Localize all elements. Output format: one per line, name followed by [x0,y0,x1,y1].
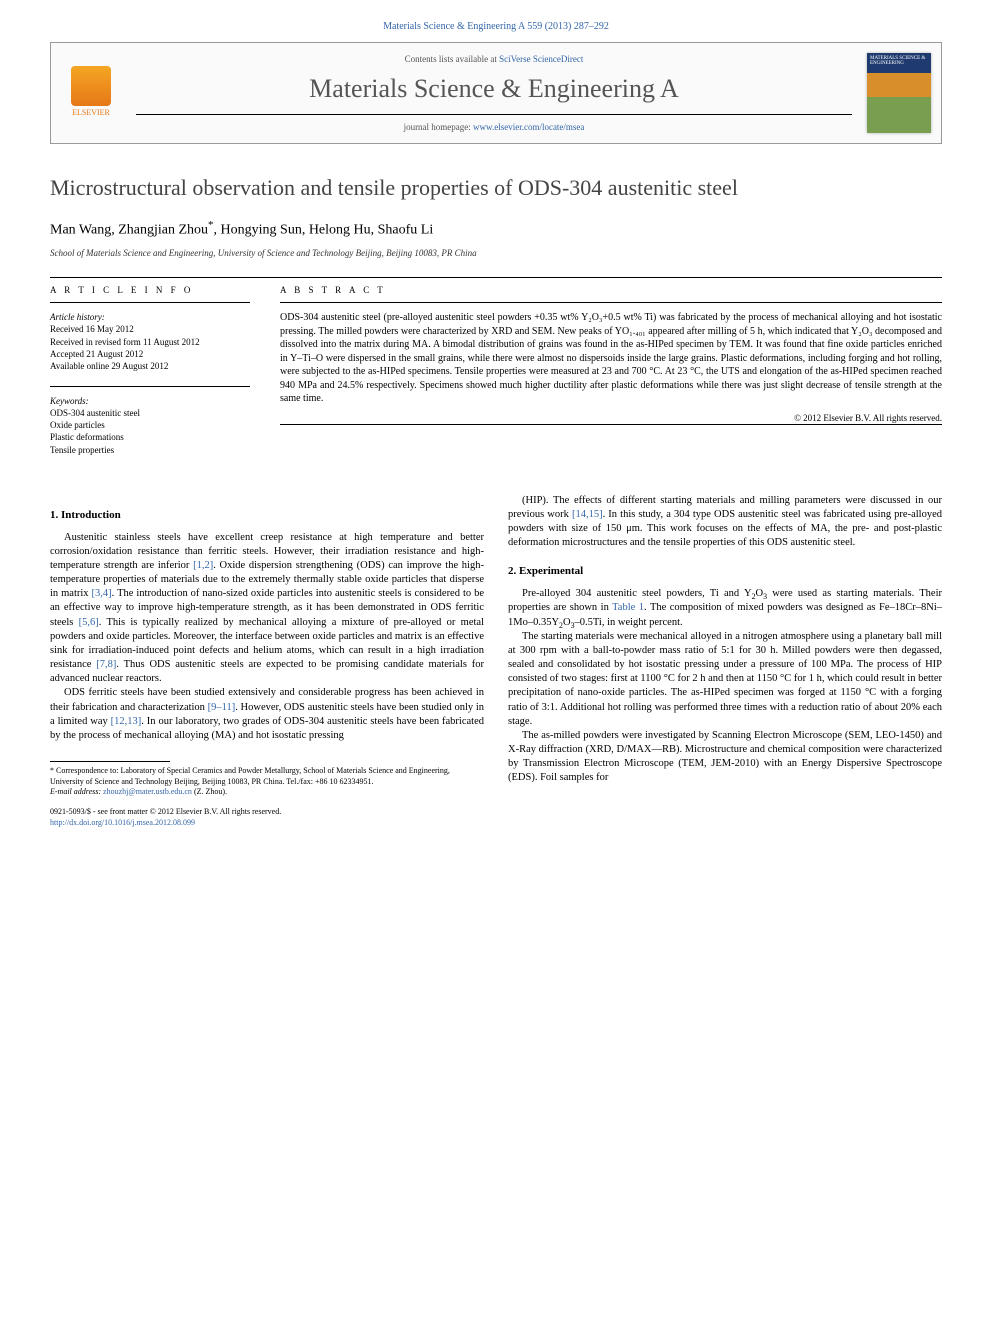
history-revised: Received in revised form 11 August 2012 [50,336,250,348]
abstract-divider-bottom [280,424,942,425]
header-center: Contents lists available at SciVerse Sci… [136,53,852,133]
article-info-column: a r t i c l e i n f o Article history: R… [50,284,250,470]
exp-paragraph-3: The as-milled powders were investigated … [508,729,942,786]
article-body: 1. Introduction Austenitic stainless ste… [50,494,942,829]
correspondence-footnote: * Correspondence to: Laboratory of Speci… [50,766,484,787]
email-link[interactable]: zhouzhj@mater.ustb.edu.cn [103,787,192,796]
table-link[interactable]: Table 1 [612,602,644,613]
email-label: E-mail address: [50,787,103,796]
doi-block: 0921-5093/$ - see front matter © 2012 El… [50,807,484,829]
intro-paragraph-2: ODS ferritic steels have been studied ex… [50,686,484,743]
journal-reference: Materials Science & Engineering A 559 (2… [50,20,942,34]
affiliation: School of Materials Science and Engineer… [50,247,942,259]
history-received: Received 16 May 2012 [50,323,250,335]
history-label: Article history: [50,311,250,323]
abstract-column: a b s t r a c t ODS-304 austenitic steel… [280,284,942,470]
exp-paragraph-2: The starting materials were mechanical a… [508,630,942,729]
journal-name: Materials Science & Engineering A [136,71,852,106]
email-footnote: E-mail address: zhouzhj@mater.ustb.edu.c… [50,787,484,797]
ref-link[interactable]: [14,15] [572,509,603,520]
ref-link[interactable]: [3,4] [92,588,112,599]
history-online: Available online 29 August 2012 [50,360,250,372]
experimental-heading: 2. Experimental [508,564,942,579]
elsevier-logo: ELSEVIER [61,60,121,125]
keywords-block: Keywords: ODS-304 austenitic steel Oxide… [50,395,250,456]
doi-prefix-link[interactable]: http://dx.doi.org/ [50,818,104,827]
email-suffix: (Z. Zhou). [192,787,227,796]
homepage-link[interactable]: www.elsevier.com/locate/msea [473,122,584,132]
footnote-separator [50,761,170,762]
abstract-label: a b s t r a c t [280,284,942,296]
ref-link[interactable]: [7,8] [96,659,116,670]
exp-paragraph-1: Pre-alloyed 304 austenitic steel powders… [508,587,942,630]
abstract-copyright: © 2012 Elsevier B.V. All rights reserved… [280,412,942,424]
doi-line2: http://dx.doi.org/10.1016/j.msea.2012.08… [50,818,484,829]
authors-part2: , Hongying Sun, Helong Hu, Shaofu Li [214,223,434,238]
sciencedirect-link[interactable]: SciVerse ScienceDirect [499,54,583,64]
journal-header: ELSEVIER Contents lists available at Sci… [50,42,942,144]
contents-prefix: Contents lists available at [405,54,499,64]
contents-lists-line: Contents lists available at SciVerse Sci… [136,53,852,65]
top-divider [50,277,942,278]
doi-line1: 0921-5093/$ - see front matter © 2012 El… [50,807,484,818]
info-abstract-row: a r t i c l e i n f o Article history: R… [50,284,942,470]
abstract-text: ODS-304 austenitic steel (pre-alloyed au… [280,311,942,406]
info-divider [50,302,250,303]
doi-link[interactable]: 10.1016/j.msea.2012.08.099 [104,818,195,827]
article-info-label: a r t i c l e i n f o [50,284,250,296]
ref-link[interactable]: [5,6] [79,617,99,628]
journal-cover-thumbnail [867,53,931,133]
elsevier-tree-icon [71,66,111,106]
homepage-line: journal homepage: www.elsevier.com/locat… [136,121,852,133]
article-history: Article history: Received 16 May 2012 Re… [50,311,250,372]
keyword-item: Tensile properties [50,444,250,456]
abstract-divider-top [280,302,942,303]
homepage-prefix: journal homepage: [404,122,473,132]
header-divider [136,114,852,115]
ref-link[interactable]: [9–11] [208,702,236,713]
authors-part1: Man Wang, Zhangjian Zhou [50,223,208,238]
authors-list: Man Wang, Zhangjian Zhou*, Hongying Sun,… [50,218,942,241]
history-accepted: Accepted 21 August 2012 [50,348,250,360]
article-title: Microstructural observation and tensile … [50,174,942,203]
keywords-divider [50,386,250,387]
keyword-item: ODS-304 austenitic steel [50,407,250,419]
keywords-label: Keywords: [50,395,250,407]
intro-paragraph-3: (HIP). The effects of different starting… [508,494,942,551]
keyword-item: Oxide particles [50,419,250,431]
corr-label: * Correspondence to: [50,766,120,775]
intro-heading: 1. Introduction [50,508,484,523]
intro-paragraph-1: Austenitic stainless steels have excelle… [50,531,484,687]
ref-link[interactable]: [12,13] [111,716,142,727]
keyword-item: Plastic deformations [50,431,250,443]
ref-link[interactable]: [1,2] [193,560,213,571]
publisher-name: ELSEVIER [72,108,110,119]
